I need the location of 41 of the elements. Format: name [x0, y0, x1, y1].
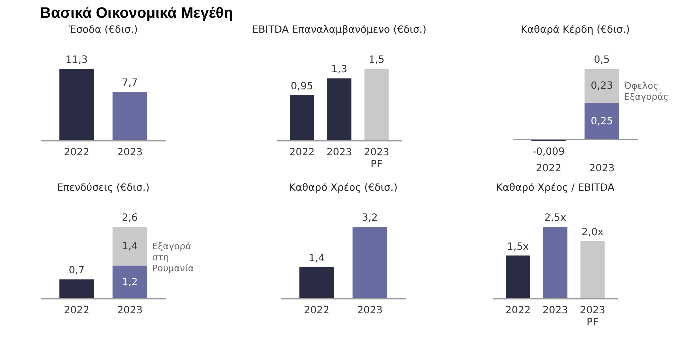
data-label: 3,2 — [362, 213, 378, 224]
data-label: 1,4 — [308, 254, 325, 264]
chart-title: Έσοδα (€δισ.) — [68, 25, 138, 36]
chart-title: Καθαρό Χρέος / EBITDA — [496, 183, 615, 194]
text: Βασικά Οικονομικά Μεγέθη — [40, 5, 234, 22]
data-label: 1,4 — [122, 241, 138, 252]
data-label: 0,23 — [590, 80, 614, 92]
x-tick-label: 2023 PF — [364, 148, 390, 170]
x-tick-label: 2022 — [64, 148, 90, 158]
data-label: 1,5x — [507, 242, 530, 253]
data-label: 0,7 — [68, 266, 85, 277]
data-label: -0,009 — [532, 147, 566, 158]
chart-title: EBITDA Επαναλαμβανόμενο (€δισ.) — [252, 25, 427, 36]
x-tick-label: 2022 — [505, 306, 531, 316]
series-label: Όφελος Εξαγοράς — [623, 80, 669, 103]
x-tick-label: 2023 — [326, 148, 352, 158]
x-tick-label: 2023 — [117, 148, 143, 158]
data-label: 0,25 — [590, 116, 614, 128]
data-label: 1,3 — [332, 64, 348, 76]
x-tick-label: 2023 PF — [580, 306, 606, 328]
x-tick-label: 2023 — [117, 306, 143, 316]
data-label: 2,0x — [582, 227, 604, 238]
data-label: 7,7 — [122, 78, 138, 89]
data-label: 1,5 — [368, 55, 385, 66]
series-label: Εξαγορά στη Ρουμανία — [152, 241, 194, 274]
x-tick-label: 2022 — [289, 148, 315, 158]
data-label: 1,2 — [122, 277, 138, 288]
x-tick-label: 2023 — [542, 306, 568, 316]
x-tick-label: 2023 — [357, 306, 383, 316]
chart-title: Καθαρά Κέρδη (€δισ.) — [520, 25, 630, 36]
total-label: 0,5 — [594, 55, 610, 66]
data-label: 11,3 — [66, 55, 88, 66]
total-label: 2,6 — [122, 213, 138, 224]
x-tick-label: 2023 — [589, 164, 615, 174]
chart-title: Καθαρό Χρέος (€δισ.) — [289, 183, 398, 194]
data-label: 0,95 — [291, 81, 314, 92]
x-tick-label: 2022 — [536, 164, 562, 174]
data-label: 2,5x — [544, 213, 566, 224]
x-tick-label: 2022 — [304, 306, 330, 316]
x-tick-label: 2022 — [64, 306, 90, 316]
chart-title: Επενδύσεις (€δισ.) — [57, 183, 150, 194]
